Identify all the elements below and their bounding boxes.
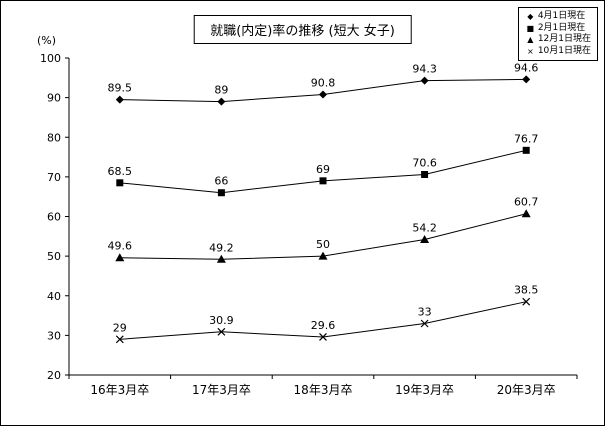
legend-label: 10月1日現在 (537, 45, 591, 56)
diamond-marker-icon (115, 95, 124, 104)
y-tick-label: 20 (47, 369, 61, 382)
data-point-label: 66 (214, 175, 228, 188)
x-marker-icon (319, 333, 327, 341)
x-tick-label: 18年3月卒 (294, 383, 353, 397)
data-point-label: 69 (316, 163, 330, 176)
legend-item: ◆ 4月1日現在 (523, 11, 591, 23)
data-point-label: 50 (316, 238, 330, 251)
data-point-label: 70.6 (412, 156, 437, 169)
data-point-label: 29 (113, 321, 127, 334)
triangle-marker-icon (521, 209, 531, 218)
y-tick-label: 100 (40, 52, 61, 65)
data-point-label: 76.7 (514, 132, 539, 145)
data-point-label: 89 (214, 84, 228, 97)
triangle-marker-icon (420, 234, 430, 243)
legend-item: ▲ 12月1日現在 (523, 34, 591, 46)
y-tick-label: 70 (47, 171, 61, 184)
x-marker-icon: × (526, 46, 534, 56)
series-triangle: 49.6 49.2 50 54.2 60.7 (108, 196, 539, 263)
data-point-label: 94.6 (514, 61, 539, 74)
chart-legend: ◆ 4月1日現在 ■ 2月1日現在 ▲ 12月1日現在 × 10月1日現在 (517, 7, 598, 61)
triangle-marker-icon (318, 251, 328, 260)
x-marker-icon (115, 335, 124, 344)
data-point-label: 89.5 (108, 82, 133, 95)
diamond-marker-icon: ◆ (527, 12, 534, 21)
triangle-marker-icon (216, 254, 226, 263)
x-marker-icon (522, 297, 531, 306)
square-marker-icon (522, 146, 530, 154)
chart-title: 就職(内定)率の推移 (短大 女子) (193, 15, 412, 44)
diamond-marker-icon (217, 97, 226, 106)
legend-item: × 10月1日現在 (523, 46, 591, 58)
square-marker-icon (421, 170, 429, 178)
square-marker-icon (319, 177, 327, 185)
data-point-label: 49.2 (209, 241, 234, 254)
legend-item: ■ 2月1日現在 (523, 23, 591, 35)
data-point-label: 68.5 (108, 165, 133, 178)
data-point-label: 29.6 (311, 319, 336, 332)
y-axis-unit-label: (%) (37, 34, 57, 47)
triangle-marker-icon (115, 253, 125, 262)
y-tick-label: 30 (47, 329, 61, 342)
series-square: 68.5 66 69 70.6 76.7 (108, 132, 539, 197)
y-tick-label: 40 (47, 290, 61, 303)
data-point-label: 30.9 (209, 314, 234, 327)
x-marker-icon (217, 327, 226, 336)
diamond-marker-icon (319, 90, 327, 99)
data-point-label: 54.2 (412, 221, 437, 234)
square-marker-icon (116, 179, 124, 187)
x-marker-icon (420, 319, 429, 328)
x-tick-label: 20年3月卒 (497, 383, 556, 397)
x-tick-label: 19年3月卒 (395, 383, 454, 397)
square-marker-icon: ■ (526, 23, 535, 33)
y-tick-label: 60 (47, 211, 61, 224)
x-tick-label: 17年3月卒 (192, 383, 251, 397)
legend-label: 4月1日現在 (537, 11, 586, 21)
square-marker-icon (217, 189, 225, 197)
data-point-label: 33 (418, 305, 432, 318)
y-tick-label: 90 (47, 92, 61, 105)
triangle-marker-icon: ▲ (527, 35, 534, 44)
diamond-marker-icon (522, 75, 531, 84)
data-point-label: 38.5 (514, 284, 539, 297)
legend-label: 2月1日現在 (537, 22, 586, 33)
data-point-label: 49.6 (108, 240, 133, 253)
series-x: 29 30.9 29.6 33 38.5 (113, 284, 539, 344)
legend-label: 12月1日現在 (537, 34, 591, 44)
data-point-label: 90.8 (311, 76, 336, 89)
series-diamond: 89.5 89 90.8 94.3 94.6 (108, 61, 539, 106)
data-point-label: 60.7 (514, 196, 539, 209)
y-tick-label: 80 (47, 131, 61, 144)
diamond-marker-icon (420, 76, 429, 85)
data-point-label: 94.3 (412, 63, 437, 76)
y-tick-label: 50 (47, 250, 61, 263)
x-tick-label: 16年3月卒 (90, 383, 149, 397)
